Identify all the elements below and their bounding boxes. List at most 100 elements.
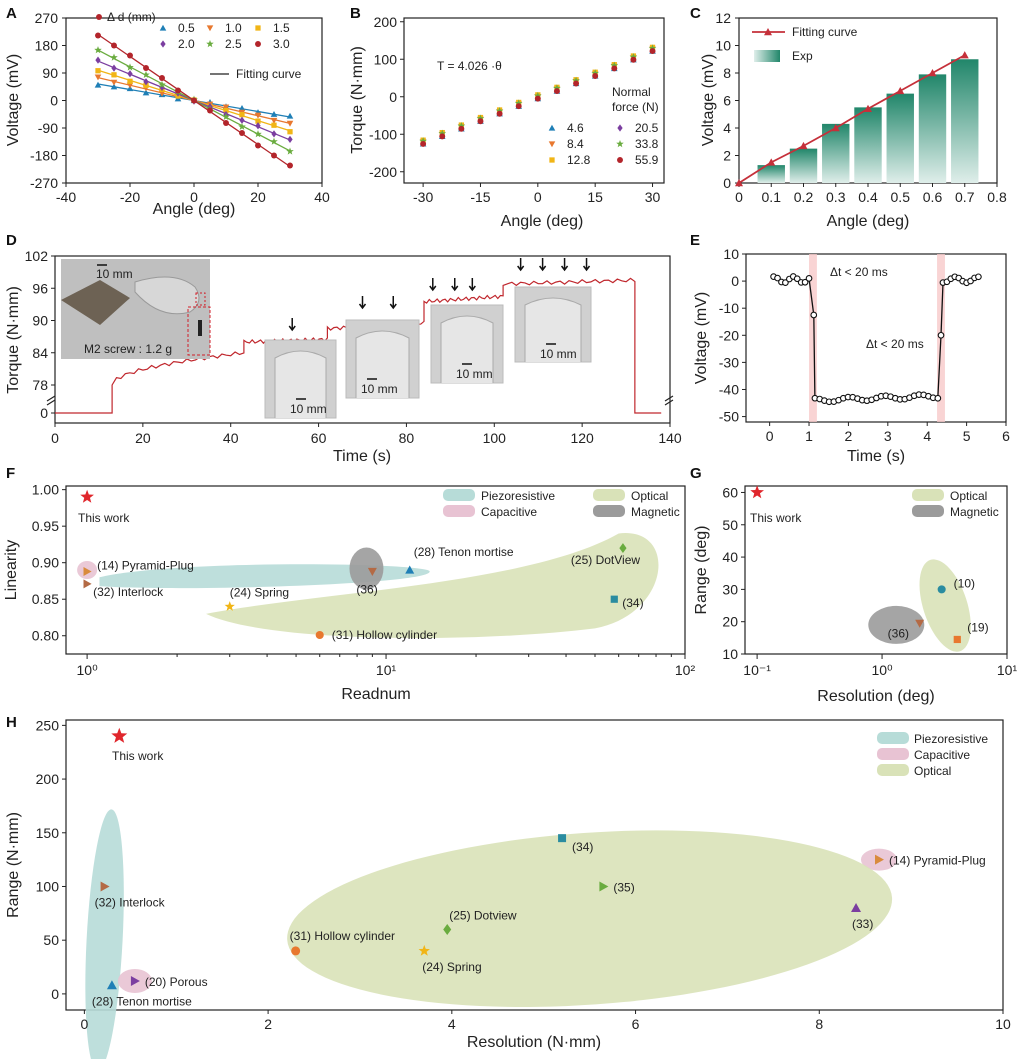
fit-marker-c bbox=[896, 86, 905, 95]
x-tick-label-e: 5 bbox=[963, 428, 971, 444]
fit-marker-c bbox=[767, 158, 776, 166]
data-point-e bbox=[975, 273, 982, 281]
legend-swatch-f bbox=[593, 489, 625, 501]
plot-frame-e bbox=[745, 253, 1007, 423]
ylabel-e: Voltage (mV) bbox=[693, 292, 710, 384]
x-tick-label-e: 1 bbox=[805, 428, 813, 444]
data-point-b bbox=[648, 44, 657, 52]
data-point-h bbox=[599, 881, 609, 892]
data-point-b bbox=[439, 133, 446, 140]
legend-swatch-g bbox=[912, 489, 944, 501]
panel-a: -40 -20 0 20 40 270 180 90 0 -90 -180 -270 0.5 1.0 1.5… bbox=[5, 10, 330, 218]
legend-label-f: Capacitive bbox=[481, 505, 537, 519]
x-tick-label-b: 30 bbox=[645, 189, 661, 205]
data-point-a bbox=[111, 42, 117, 49]
x-tick-label-a: -20 bbox=[120, 189, 140, 205]
data-point-b bbox=[573, 80, 580, 87]
y-tick-label-c: 10 bbox=[715, 38, 731, 54]
piezoresistive-region-f bbox=[99, 564, 430, 589]
data-point-a bbox=[238, 122, 246, 130]
xlabel-c: Angle (deg) bbox=[827, 213, 910, 230]
equation-b: T = 4.026 ·θ bbox=[437, 59, 502, 73]
legend-label-a: 2.0 bbox=[178, 37, 195, 51]
data-point-a bbox=[110, 53, 118, 61]
point-label-f: (34) bbox=[622, 596, 643, 610]
ylabel-h: Range (N·mm) bbox=[5, 812, 22, 918]
scale-label-d: 10 mm bbox=[290, 402, 327, 416]
legend-label-b: 33.8 bbox=[635, 137, 659, 151]
y-tick-label-e: -30 bbox=[719, 354, 739, 370]
bar-c bbox=[918, 74, 947, 183]
data-point-a bbox=[111, 64, 117, 72]
magnetic-region-f bbox=[349, 547, 384, 590]
legend-swatch-f bbox=[443, 489, 475, 501]
data-point-e bbox=[810, 311, 818, 319]
data-point-a bbox=[159, 75, 165, 81]
point-label-h: (33) bbox=[852, 917, 873, 931]
data-point-h bbox=[291, 946, 301, 956]
data-point-b bbox=[610, 61, 619, 69]
y-tick-label-a: 0 bbox=[50, 93, 58, 109]
chart-c-marks: 0 0.1 0.2 0.3 0.4 0.5 0.6 0.7 0.8 0 2 4 6 8 10 12 Fittin… bbox=[715, 10, 1007, 205]
data-point-a bbox=[287, 162, 293, 169]
inset-gripper-d bbox=[274, 350, 327, 418]
y-tick-label-e: -50 bbox=[719, 409, 739, 425]
data-point-a bbox=[223, 107, 229, 114]
x-tick-label-g: 10¹ bbox=[997, 662, 1018, 678]
y-tick-label-g: 40 bbox=[722, 549, 738, 565]
arrow-marker-d bbox=[451, 278, 459, 292]
x-tick-label-e: 0 bbox=[766, 428, 774, 444]
plot-frame-h bbox=[65, 719, 1004, 1011]
legend-label-h: Piezoresistive bbox=[914, 732, 988, 746]
y-tick-label-a: 180 bbox=[35, 38, 59, 54]
bar-c bbox=[789, 148, 818, 183]
data-point-a bbox=[127, 52, 133, 59]
data-point-a bbox=[111, 72, 117, 78]
data-point-b bbox=[476, 114, 485, 122]
plot-frame-f bbox=[65, 485, 686, 655]
bar-c bbox=[951, 59, 979, 183]
point-label-f: (14) Pyramid-Plug bbox=[97, 558, 194, 572]
xlabel-d: Time (s) bbox=[333, 448, 391, 465]
data-point-a bbox=[222, 112, 230, 121]
data-point-a bbox=[127, 70, 133, 78]
y-tick-label-d: 78 bbox=[32, 377, 48, 393]
data-point-a bbox=[222, 104, 230, 111]
data-point-g bbox=[937, 585, 946, 594]
data-point-a bbox=[191, 97, 197, 104]
arrow-marker-d bbox=[517, 258, 525, 272]
data-point-a bbox=[270, 110, 278, 117]
point-label-h: (24) Spring bbox=[422, 960, 481, 974]
xlabel-e: Time (s) bbox=[847, 448, 905, 465]
point-label-h: (25) Dotview bbox=[449, 908, 517, 922]
point-label-f: (28) Tenon mortise bbox=[414, 545, 514, 559]
x-tick-label-d: 20 bbox=[135, 430, 151, 446]
x-tick-label-b: 15 bbox=[587, 189, 603, 205]
data-point-h bbox=[100, 881, 110, 892]
x-tick-label-e: 4 bbox=[923, 428, 931, 444]
data-point-a bbox=[94, 81, 102, 88]
panel-e: 0 1 2 3 4 5 6 10 0 -10 -20 -30 -40 -50 Δt < 20 ms Δt < … bbox=[693, 246, 1010, 465]
this-work-star-f bbox=[80, 489, 94, 503]
y-tick-label-c: 12 bbox=[715, 10, 731, 26]
y-tick-label-d: 96 bbox=[32, 280, 48, 296]
legend-label-a: 3.0 bbox=[273, 37, 290, 51]
legend-label-b: 55.9 bbox=[635, 153, 659, 167]
y-tick-label-h: 250 bbox=[36, 717, 60, 733]
legend-label-b: 4.6 bbox=[567, 121, 584, 135]
legend-title-b-1: Normal bbox=[612, 85, 651, 99]
legend-swatch-h bbox=[877, 732, 909, 744]
data-point-a bbox=[127, 78, 133, 84]
axis-break-d bbox=[46, 395, 56, 406]
y-tick-label-f: 0.95 bbox=[32, 518, 59, 534]
data-point-a bbox=[255, 118, 261, 124]
data-point-h bbox=[418, 944, 430, 956]
data-point-b bbox=[496, 110, 503, 117]
data-point-a bbox=[238, 104, 246, 111]
panel-c: 0 0.1 0.2 0.3 0.4 0.5 0.6 0.7 0.8 0 2 4 6 8 10 12 Fittin… bbox=[700, 10, 1007, 230]
bar-c bbox=[757, 165, 785, 183]
legend-marker-a bbox=[159, 24, 167, 31]
panel-letter-e: E bbox=[690, 232, 700, 249]
bar-c bbox=[886, 93, 914, 183]
legend-swatch-f bbox=[443, 505, 475, 517]
